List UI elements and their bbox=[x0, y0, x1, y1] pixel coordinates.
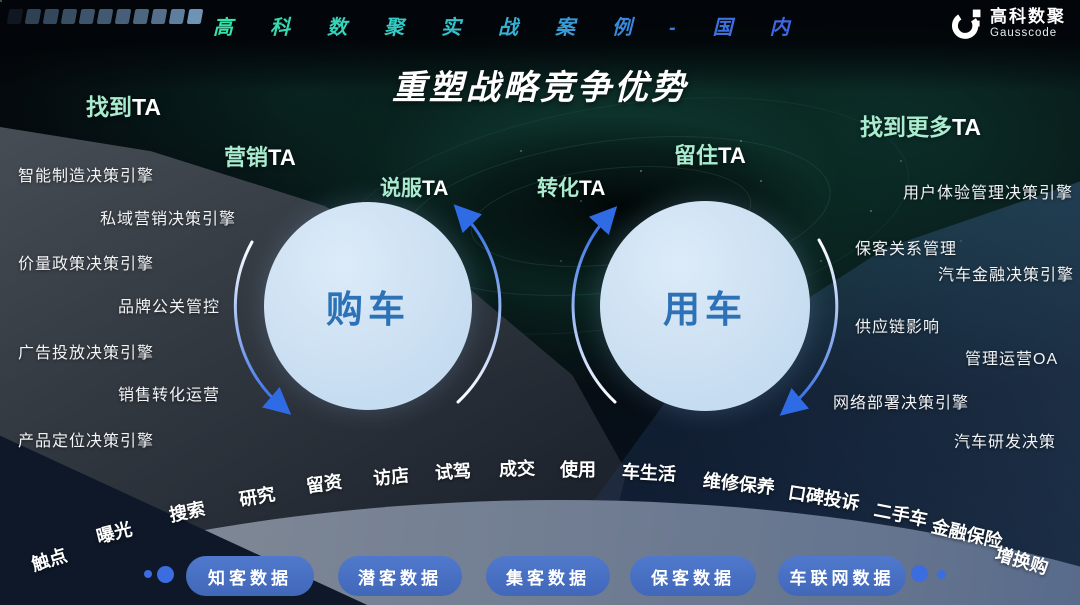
dot-large-left bbox=[157, 566, 174, 583]
engine-label: 产品定位决策引擎 bbox=[18, 433, 155, 450]
star-dots bbox=[0, 0, 2, 2]
logo: 高科数聚 Gausscode bbox=[949, 7, 1066, 41]
engine-label: 销售转化运营 bbox=[118, 387, 221, 404]
engine-label: 用户体验管理决策引擎 bbox=[903, 185, 1074, 202]
engine-label: 私域营销决策引擎 bbox=[100, 211, 237, 228]
engine-label: 智能制造决策引擎 bbox=[18, 168, 155, 185]
pill-iov-data: 车联网数据 bbox=[778, 556, 906, 596]
engine-label: 品牌公关管控 bbox=[118, 299, 221, 316]
logo-text-cn: 高科数聚 bbox=[990, 7, 1066, 27]
circle-use-car: 用车 bbox=[600, 201, 810, 411]
engine-label: 广告投放决策引擎 bbox=[18, 345, 155, 362]
logo-text: 高科数聚 Gausscode bbox=[990, 8, 1066, 39]
journey-word: 车生活 bbox=[621, 461, 677, 485]
stage-label-find: 找到TA bbox=[86, 94, 161, 120]
stage-label-retain: 留住TA bbox=[674, 143, 746, 168]
page-title: 重塑战略竞争优势 bbox=[392, 69, 688, 107]
dot-small-right bbox=[937, 570, 946, 579]
pill-gathered-customer-data: 集客数据 bbox=[486, 556, 610, 596]
engine-label: 汽车金融决策引擎 bbox=[938, 267, 1075, 284]
stage-label-find-more: 找到更多TA bbox=[860, 114, 981, 140]
stage-label-persuade: 说服TA bbox=[380, 177, 449, 200]
stage-label-market: 营销TA bbox=[224, 145, 296, 170]
stage-label-convert: 转化TA bbox=[537, 177, 606, 200]
gausscode-logo-icon bbox=[951, 9, 981, 39]
journey-word: 成交 bbox=[498, 458, 536, 480]
dot-large-right bbox=[911, 565, 928, 582]
journey-word: 试驾 bbox=[434, 460, 472, 484]
engine-label: 汽车研发决策 bbox=[954, 434, 1057, 451]
circle-buy-car: 购车 bbox=[264, 202, 472, 410]
circle-buy-car-label: 购车 bbox=[326, 289, 410, 330]
header-title: 高科数聚实战案例-国内 bbox=[213, 11, 827, 40]
circle-use-car-label: 用车 bbox=[663, 289, 747, 330]
engine-label: 网络部署决策引擎 bbox=[833, 395, 970, 412]
journey-word: 留资 bbox=[304, 471, 344, 497]
journey-word: 访店 bbox=[372, 465, 411, 489]
header: 高科数聚实战案例-国内 高科数聚 Gausscode bbox=[0, 0, 1080, 46]
dot-small-left bbox=[144, 570, 152, 578]
journey-word: 使用 bbox=[560, 460, 596, 480]
engine-label: 管理运营OA bbox=[965, 351, 1059, 368]
logo-text-en: Gausscode bbox=[990, 27, 1058, 40]
pill-potential-customer-data: 潜客数据 bbox=[338, 556, 462, 596]
engine-label: 价量政策决策引擎 bbox=[18, 256, 155, 273]
pill-retained-customer-data: 保客数据 bbox=[630, 556, 756, 596]
pill-known-customer-data: 知客数据 bbox=[186, 556, 314, 596]
engine-label: 保客关系管理 bbox=[855, 241, 958, 258]
engine-label: 供应链影响 bbox=[855, 319, 941, 336]
